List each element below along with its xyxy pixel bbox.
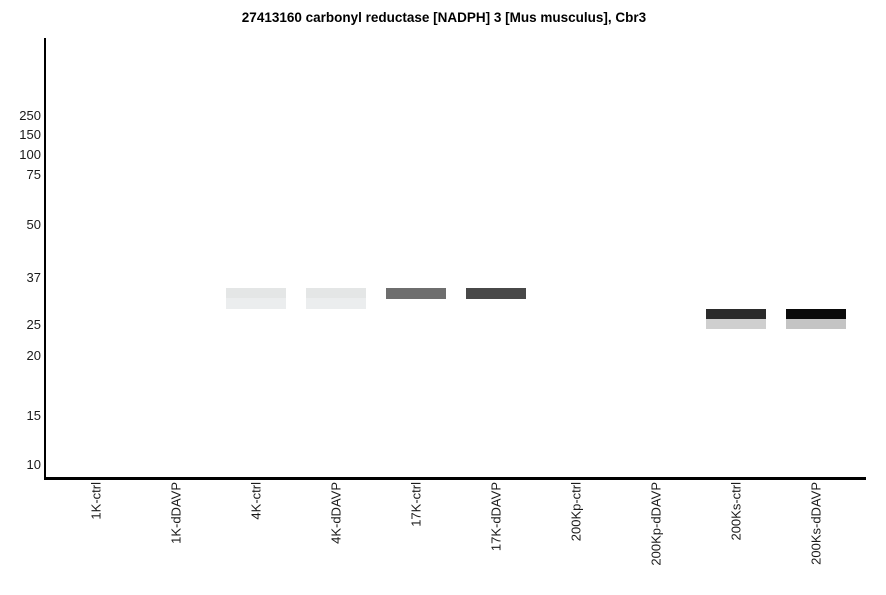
x-lane-label-4K-dDAVP: 4K-dDAVP	[328, 482, 344, 544]
x-lane-label-17K-ctrl: 17K-ctrl	[408, 482, 424, 527]
y-tick-label-75: 75	[26, 167, 41, 182]
y-axis-line	[44, 38, 46, 480]
x-lane-label-1K-dDAVP: 1K-dDAVP	[168, 482, 184, 544]
band-200Ks-ctrl-seg2	[706, 319, 766, 329]
band-200Ks-dDAVP-seg1	[786, 309, 846, 319]
y-tick-label-20: 20	[26, 348, 41, 363]
band-200Ks-dDAVP-seg2	[786, 319, 846, 329]
x-axis-line	[44, 477, 866, 480]
x-lane-label-4K-ctrl: 4K-ctrl	[248, 482, 264, 520]
band-17K-ctrl-seg1	[386, 288, 446, 299]
chart-title: 27413160 carbonyl reductase [NADPH] 3 [M…	[241, 10, 647, 25]
band-17K-dDAVP-seg1	[466, 288, 526, 299]
band-4K-ctrl-seg1	[226, 288, 286, 298]
y-tick-label-250: 250	[19, 108, 41, 123]
band-4K-ctrl-seg2	[226, 298, 286, 309]
x-lane-label-200Kp-dDAVP: 200Kp-dDAVP	[648, 482, 664, 566]
y-tick-label-10: 10	[26, 457, 41, 472]
y-tick-label-25: 25	[26, 317, 41, 332]
x-lane-label-200Ks-ctrl: 200Ks-ctrl	[728, 482, 744, 541]
y-tick-label-50: 50	[26, 217, 41, 232]
band-4K-dDAVP-seg2	[306, 298, 366, 309]
x-lane-label-1K-ctrl: 1K-ctrl	[88, 482, 104, 520]
band-4K-dDAVP-seg1	[306, 288, 366, 298]
x-lane-label-17K-dDAVP: 17K-dDAVP	[488, 482, 504, 552]
x-lane-label-200Kp-ctrl: 200Kp-ctrl	[568, 482, 584, 542]
y-tick-label-150: 150	[19, 127, 41, 142]
y-tick-label-100: 100	[19, 147, 41, 162]
band-200Ks-ctrl-seg1	[706, 309, 766, 319]
y-tick-label-37: 37	[26, 270, 41, 285]
y-tick-label-15: 15	[26, 408, 41, 423]
x-lane-label-200Ks-dDAVP: 200Ks-dDAVP	[808, 482, 824, 565]
